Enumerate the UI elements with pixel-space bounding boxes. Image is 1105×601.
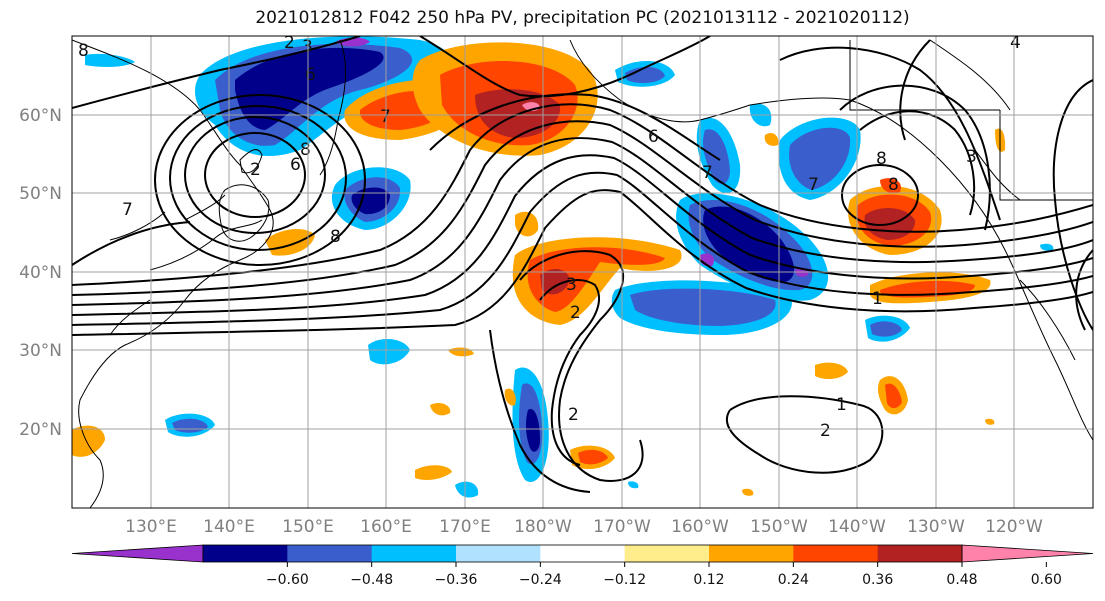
svg-text:2: 2 [284, 33, 295, 53]
longitude-labels: 130°E 140°E 150°E 160°E 170°E 180°W 170°… [125, 517, 1043, 537]
colorbar-tick-label: −0.24 [519, 572, 562, 588]
svg-text:3: 3 [966, 147, 977, 167]
pv-contours [72, 36, 1093, 493]
svg-text:6: 6 [305, 65, 316, 85]
colorbar-segment [540, 545, 626, 562]
gridlines [72, 36, 1093, 508]
svg-text:4: 4 [1010, 33, 1021, 53]
lon-label: 170°E [439, 517, 491, 537]
colorbar-segment [709, 545, 794, 562]
lon-label: 180°W [514, 517, 572, 537]
lat-label: 20°N [19, 420, 62, 440]
svg-text:6: 6 [648, 127, 659, 147]
colorbar-segment [287, 545, 373, 562]
colorbar-tick-label: 0.36 [862, 572, 893, 588]
colorbar-extend-high [961, 544, 1094, 563]
colorbar-tick-label: −0.48 [350, 572, 393, 588]
lon-label: 150°W [750, 517, 808, 537]
svg-text:8: 8 [78, 41, 89, 61]
colorbar-tick-label: 0.12 [693, 572, 724, 588]
svg-text:8: 8 [876, 149, 887, 169]
colorbar: −0.60 −0.48 −0.36 −0.24 −0.12 0.12 0.24 0.36 0.4… [71, 544, 1094, 588]
lat-label: 30°N [19, 341, 62, 361]
colorbar-tick-label: −0.36 [435, 572, 478, 588]
svg-text:2: 2 [820, 421, 831, 441]
svg-text:7: 7 [380, 107, 391, 127]
svg-text:6: 6 [290, 155, 301, 175]
svg-text:8: 8 [300, 140, 311, 160]
colorbar-tick-label: −0.60 [266, 572, 309, 588]
colorbar-segment [624, 545, 710, 562]
colorbar-segment [371, 545, 457, 562]
lon-label: 150°E [282, 517, 334, 537]
lat-label: 60°N [19, 106, 62, 126]
svg-text:2: 2 [568, 405, 579, 425]
lon-label: 160°W [671, 517, 729, 537]
colorbar-segment [877, 545, 963, 562]
svg-text:3: 3 [302, 37, 313, 57]
svg-text:1: 1 [872, 289, 883, 309]
lat-label: 50°N [19, 184, 62, 204]
lon-label: 130°W [907, 517, 965, 537]
svg-text:1: 1 [836, 395, 847, 415]
svg-text:2: 2 [570, 303, 581, 323]
coastlines [72, 39, 1093, 508]
lon-label: 140°E [203, 517, 255, 537]
svg-text:7: 7 [122, 200, 133, 220]
colorbar-extend-low [71, 544, 204, 563]
map-title: 2021012812 F042 250 hPa PV, precipitatio… [255, 8, 910, 28]
svg-text:8: 8 [330, 227, 341, 247]
lat-label: 40°N [19, 263, 62, 283]
latitude-labels: 60°N 50°N 40°N 30°N 20°N [19, 106, 62, 440]
colorbar-outline [202, 544, 963, 563]
contour-labels: 2 3 6 7 8 7 2 6 8 6 7 8 7 8 3 1 3 2 2 1 … [78, 33, 1021, 441]
colorbar-segment [203, 545, 288, 562]
lon-label: 120°W [985, 517, 1043, 537]
colorbar-segment [456, 545, 541, 562]
svg-text:7: 7 [702, 163, 713, 183]
svg-text:2: 2 [250, 160, 261, 180]
colorbar-segment [793, 545, 879, 562]
lon-label: 160°E [360, 517, 412, 537]
svg-text:8: 8 [888, 175, 899, 195]
colorbar-tick-label: 0.24 [778, 572, 809, 588]
lon-label: 170°W [593, 517, 651, 537]
map-frame [71, 35, 1094, 509]
svg-text:7: 7 [808, 175, 819, 195]
lon-label: 140°W [828, 517, 886, 537]
svg-text:3: 3 [566, 275, 577, 295]
colorbar-tick-label: 0.60 [1031, 572, 1062, 588]
colorbar-tick-label: 0.48 [946, 572, 977, 588]
lon-label: 130°E [125, 517, 177, 537]
colorbar-tick-label: −0.12 [603, 572, 646, 588]
